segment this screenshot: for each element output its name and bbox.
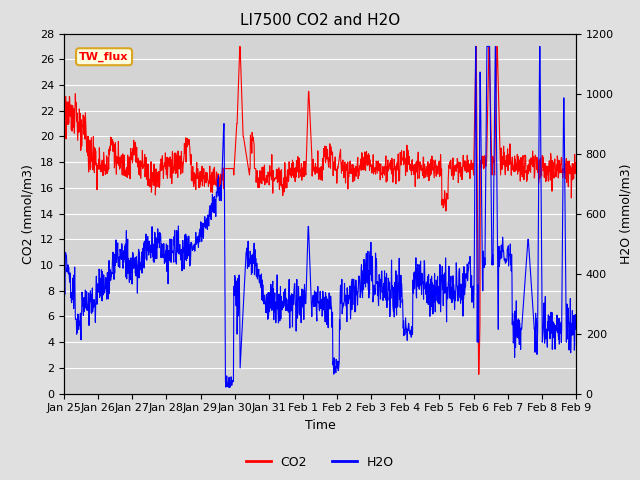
Legend: CO2, H2O: CO2, H2O [241,451,399,474]
Y-axis label: H2O (mmol/m3): H2O (mmol/m3) [620,163,632,264]
Y-axis label: CO2 (mmol/m3): CO2 (mmol/m3) [22,164,35,264]
X-axis label: Time: Time [305,419,335,432]
Text: TW_flux: TW_flux [79,51,129,62]
Title: LI7500 CO2 and H2O: LI7500 CO2 and H2O [240,13,400,28]
